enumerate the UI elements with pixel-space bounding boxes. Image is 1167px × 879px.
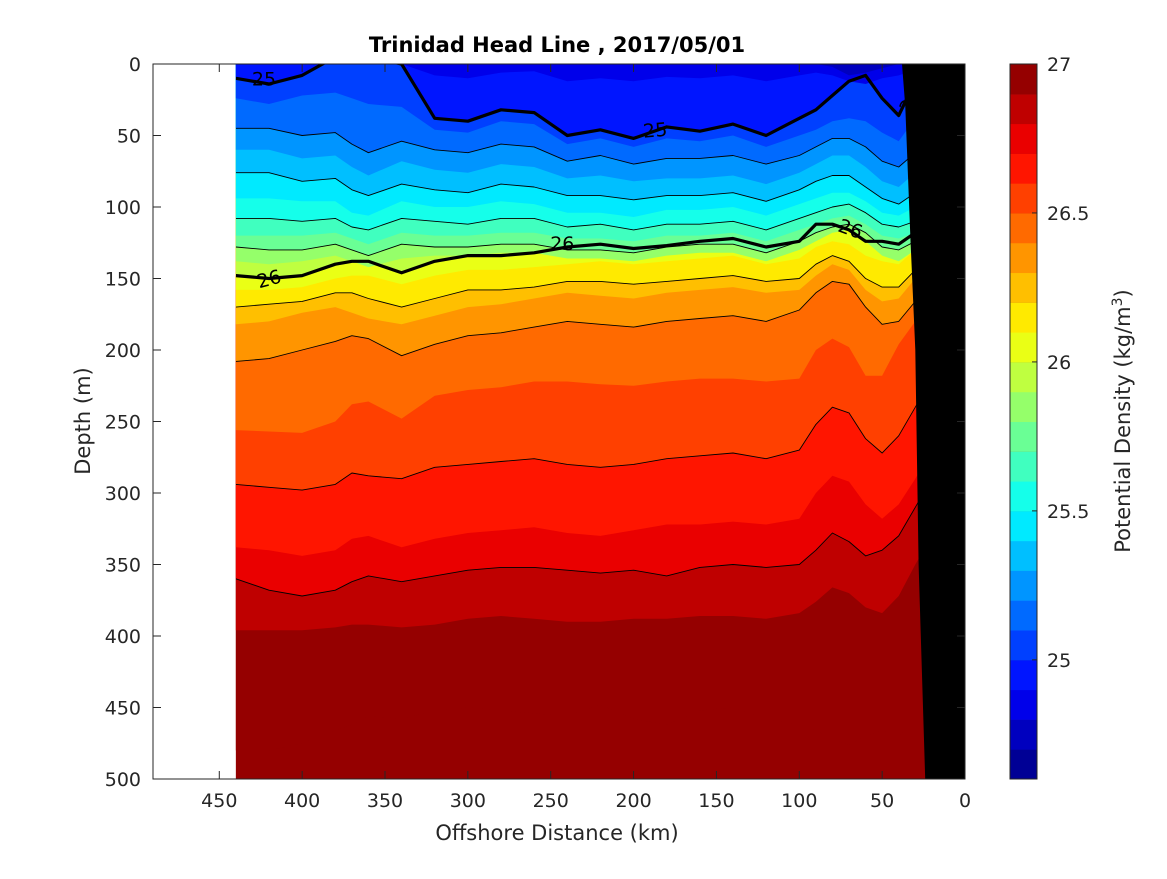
colorbar-cell [1010,510,1037,542]
y-tick-label: 350 [105,555,141,577]
colorbar-cell [1010,600,1037,631]
colorbar-cell [1010,332,1037,363]
y-tick-label: 250 [105,412,141,434]
thin-contour-26.4 [235,278,932,362]
colorbar-tick-label: 25 [1047,650,1071,672]
thin-contour-26.2 [235,249,932,308]
x-tick-label: 100 [781,790,817,812]
colorbar-tick-label: 26.5 [1047,203,1089,225]
y-tick-label: 450 [105,698,141,720]
y-tick-label: 0 [129,54,141,76]
thin-contour-lines [235,127,932,597]
colorbar-tick-label: 25.5 [1047,501,1089,523]
colorbar-ticks: 25 25.5 26 26.5 27 [1032,54,1089,672]
y-tick-label: 150 [105,269,141,291]
colorbar-cell [1010,302,1037,333]
x-tick-label: 450 [201,790,237,812]
thin-contour-25.2 [235,127,932,168]
colorbar-cell [1010,481,1037,512]
thin-contour-26.6 [235,378,932,491]
colorbar-cell [1010,183,1037,214]
y-axis-ticks: 0 50 100 150 200 250 300 350 400 450 500 [105,54,965,791]
x-tick-label: 250 [533,790,569,812]
x-tick-label: 0 [959,790,971,812]
x-tick-label: 200 [615,790,651,812]
colorbar-cell [1010,451,1037,482]
colorbar-cell [1010,391,1037,422]
y-axis-label: Depth (m) [71,367,95,474]
colorbar-cell [1010,540,1037,571]
colorbar-cell [1010,659,1037,691]
y-tick-label: 50 [117,126,141,148]
bathymetry-layer [902,64,965,779]
density-band-below-24.9 [401,64,923,84]
colorbar-cell [1010,153,1037,184]
colorbar-cell [1010,93,1037,125]
x-axis-label: Offshore Distance (km) [435,821,678,845]
colorbar-cell [1010,212,1037,244]
thin-contour-25.4 [235,172,932,205]
colorbar-frame [1009,63,1038,780]
colorbar-tick-label: 26 [1047,352,1071,374]
density-fill-layer [235,64,932,779]
y-tick-label: 200 [105,340,141,362]
colorbar-cell [1010,630,1037,661]
colorbar-label-superscript: 3 [1110,297,1126,306]
x-tick-label: 350 [367,790,403,812]
colorbar-cell [1010,570,1037,601]
bold-contour-26.0 [235,211,932,281]
x-tick-label: 50 [870,790,894,812]
contour-label: 26 [550,233,574,255]
plot-area: 252525262626 450400350300250200150100500… [105,54,971,812]
x-tick-label: 400 [284,790,320,812]
colorbar-cell [1010,689,1037,720]
y-tick-label: 400 [105,626,141,648]
thin-contour-25.8 [235,223,932,257]
colorbar-tick-label: 27 [1047,54,1071,76]
colorbar-cell [1010,64,1037,95]
colorbar-cell [1010,719,1037,750]
y-tick-label: 300 [105,483,141,505]
colorbar-label-end: ) [1111,289,1135,297]
bold-contour-25.0 [235,64,929,140]
x-tick-label: 150 [698,790,734,812]
bold-contour-lines [235,64,932,281]
density-band-below-25.0 [235,64,928,139]
colorbar-cell [1010,242,1037,274]
colorbar: 25 25.5 26 26.5 27 Potential Density (kg/m3) [1009,54,1135,780]
thin-contour-25.6 [235,203,932,231]
y-tick-label: 100 [105,197,141,219]
density-band-below-24.8 [815,64,899,76]
x-tick-label: 300 [450,790,486,812]
colorbar-cell [1010,123,1037,154]
chart-title: Trinidad Head Line , 2017/05/01 [369,33,745,57]
colorbar-cell [1010,749,1037,780]
colorbar-label-main: Potential Density (kg/m [1111,306,1135,552]
contour-label: 25 [642,119,668,143]
y-tick-label: 500 [105,769,141,791]
colorbar-cell [1010,272,1037,303]
x-axis-ticks: 450 400 350 300 250 200 150 100 50 0 [201,64,971,812]
colorbar-label: Potential Density (kg/m3) [1110,289,1135,553]
colorbar-cell [1010,421,1037,452]
contour-label: 25 [252,68,276,90]
thin-contour-26.8 [235,478,932,597]
seafloor-bathymetry [902,64,965,779]
colorbar-cells [1010,63,1037,780]
colorbar-cell [1010,361,1037,393]
